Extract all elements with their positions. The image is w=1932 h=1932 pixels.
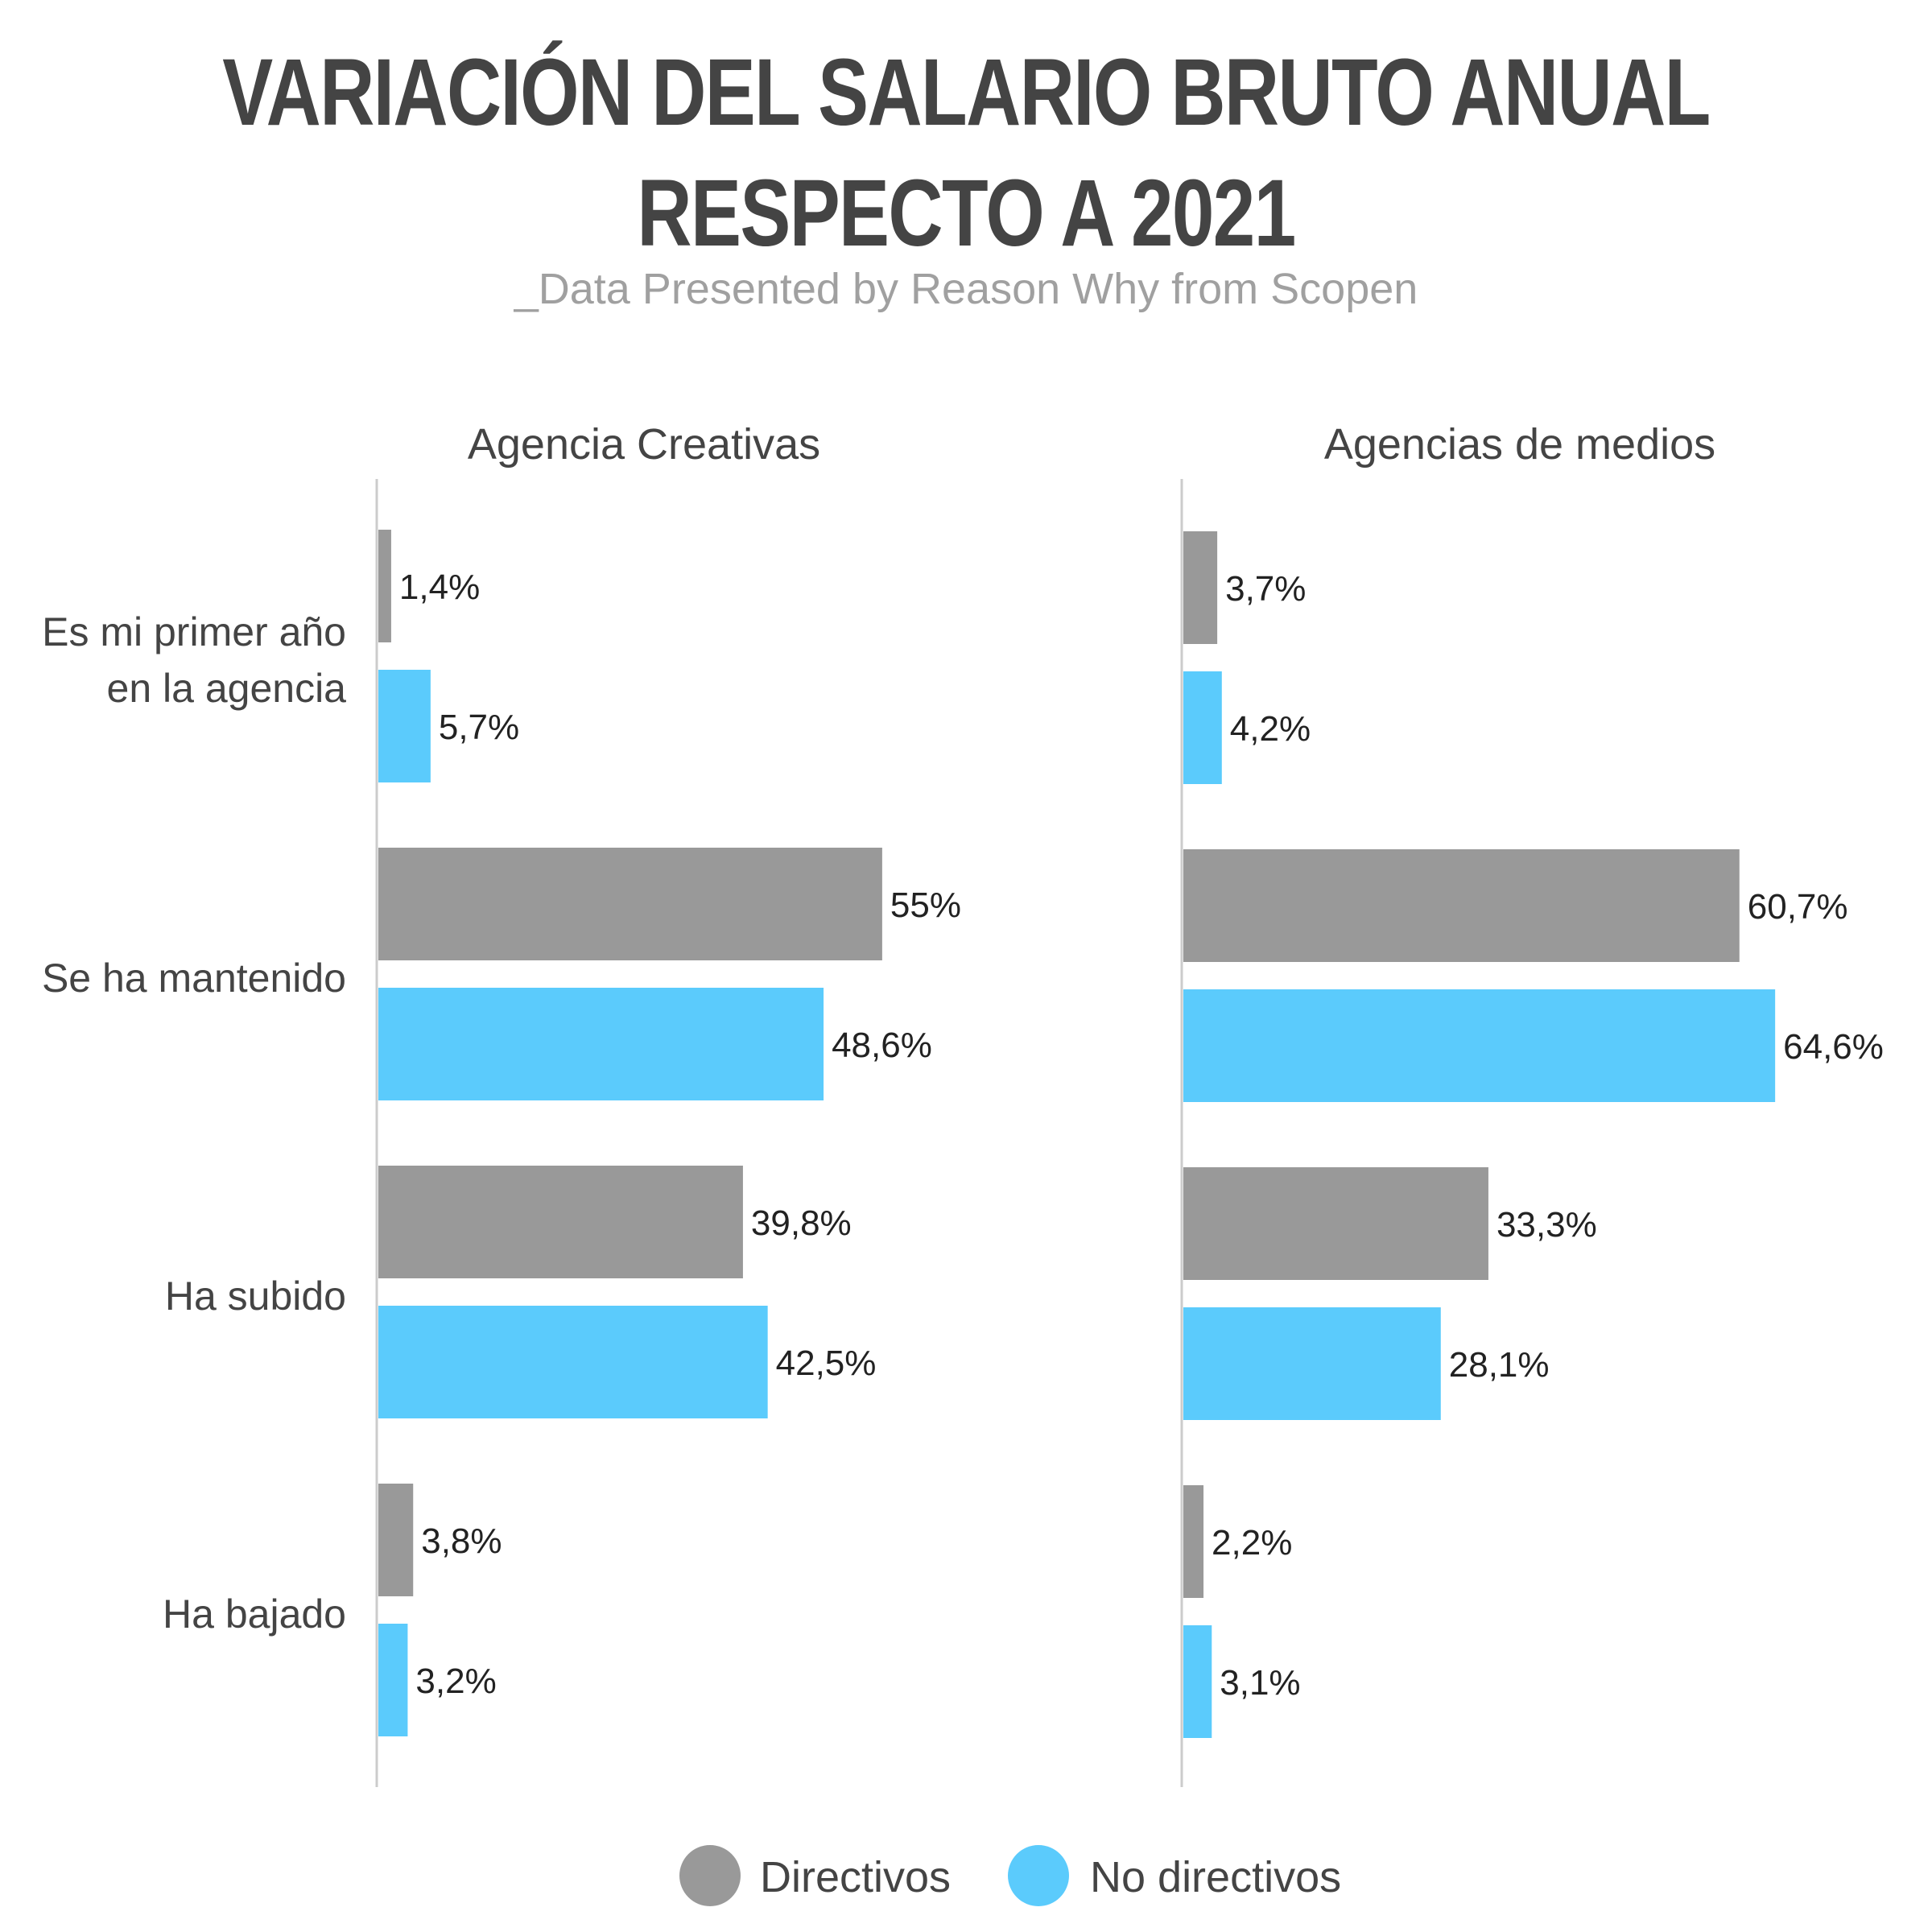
- bar-p2-s2-c3: [1183, 1307, 1441, 1420]
- bar-p1-s1-c3: [378, 1166, 743, 1278]
- chart-title-line-2: RESPECTO A 2021: [637, 160, 1296, 266]
- value-label-p2-s2-c3: 28,1%: [1449, 1345, 1550, 1385]
- value-label-p2-s1-c3: 33,3%: [1496, 1205, 1597, 1245]
- bar-p2-s1-c1: [1183, 531, 1218, 644]
- value-label-p2-s2-c2: 64,6%: [1783, 1027, 1884, 1067]
- value-label-p1-s2-c1: 5,7%: [439, 708, 519, 747]
- panel-title-1: Agencia Creativas: [468, 420, 820, 469]
- bar-p1-s2-c3: [378, 1306, 768, 1418]
- bar-p2-s2-c1: [1183, 671, 1222, 784]
- value-label-p2-s1-c4: 2,2%: [1212, 1523, 1292, 1563]
- bar-p2-s1-c2: [1183, 849, 1740, 962]
- chart-subtitle: _Data Presented by Reason Why from Scope…: [514, 265, 1418, 313]
- bar-p1-s2-c2: [378, 988, 824, 1100]
- bar-p1-s2-c1: [378, 670, 431, 782]
- chart-title: VARIACIÓN DEL SALARIO BRUTO ANUAL RESPEC…: [0, 32, 1932, 274]
- bar-p2-s1-c3: [1183, 1167, 1488, 1280]
- category-label-3-line-1: Ha subido: [165, 1274, 346, 1319]
- value-label-p2-s2-c1: 4,2%: [1230, 709, 1311, 749]
- bar-p1-s1-c1: [378, 530, 391, 642]
- value-label-p1-s2-c4: 3,2%: [415, 1662, 496, 1701]
- value-label-p1-s1-c1: 1,4%: [399, 568, 480, 607]
- chart-title-line-1: VARIACIÓN DEL SALARIO BRUTO ANUAL: [222, 39, 1711, 146]
- value-label-p1-s2-c3: 42,5%: [776, 1344, 877, 1383]
- value-label-p1-s1-c4: 3,8%: [421, 1521, 502, 1561]
- legend-swatch-2: [1008, 1845, 1069, 1906]
- bar-p2-s2-c2: [1183, 989, 1776, 1102]
- value-label-p1-s1-c2: 55%: [890, 886, 961, 925]
- bar-p2-s2-c4: [1183, 1625, 1212, 1738]
- bar-p2-s1-c4: [1183, 1485, 1204, 1598]
- category-label-2-line-1: Se ha mantenido: [42, 956, 346, 1001]
- bar-p1-s2-c4: [378, 1624, 408, 1736]
- category-label-1-line-2: en la agencia: [107, 666, 347, 711]
- category-label-4-line-1: Ha bajado: [163, 1591, 346, 1637]
- value-label-p1-s1-c3: 39,8%: [751, 1203, 852, 1243]
- legend-swatch-1: [679, 1845, 741, 1906]
- value-label-p2-s2-c4: 3,1%: [1220, 1663, 1300, 1703]
- category-label-1-line-1: Es mi primer año: [42, 609, 346, 654]
- legend-label-1: Directivos: [760, 1853, 951, 1901]
- bar-p1-s1-c4: [378, 1484, 414, 1596]
- panel-title-2: Agencias de medios: [1324, 420, 1715, 469]
- value-label-p1-s2-c2: 48,6%: [832, 1026, 932, 1065]
- value-label-p2-s1-c2: 60,7%: [1748, 887, 1848, 927]
- legend-label-2: No directivos: [1090, 1853, 1341, 1901]
- bar-p1-s1-c2: [378, 848, 882, 960]
- value-label-p2-s1-c1: 3,7%: [1225, 569, 1306, 609]
